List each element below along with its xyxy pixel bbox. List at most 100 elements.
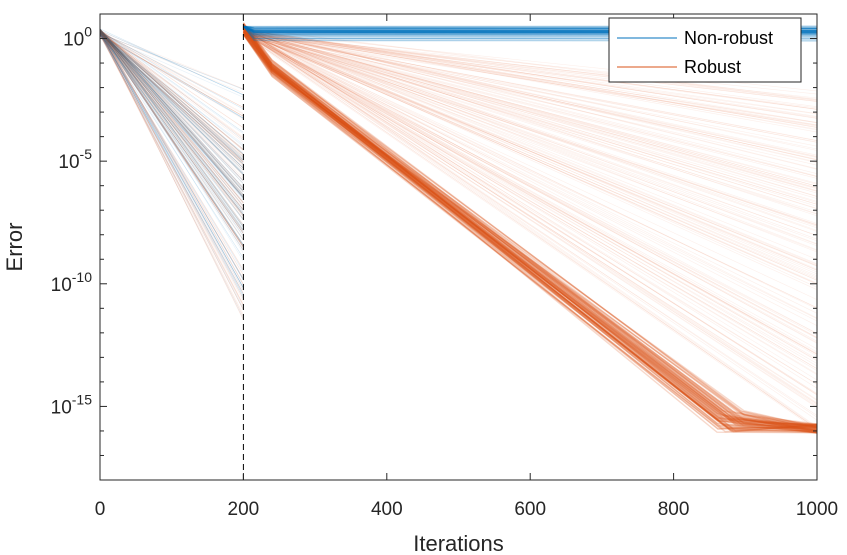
trace-robust-core xyxy=(242,25,818,428)
trace-robust xyxy=(243,34,818,338)
trace-robust xyxy=(243,30,818,130)
trace-phase-one xyxy=(99,33,244,154)
trace-robust xyxy=(243,27,818,101)
trace-phase-one-core xyxy=(99,28,244,216)
trace-robust-core xyxy=(242,26,818,426)
trace-robust-core xyxy=(242,33,818,434)
trace-phase-one xyxy=(99,32,244,276)
robust-spread-traces xyxy=(242,22,818,436)
trace-robust xyxy=(243,28,818,275)
trace-robust xyxy=(243,31,818,267)
trace-phase-one xyxy=(99,31,244,110)
trace-robust xyxy=(243,31,818,126)
trace-robust xyxy=(243,32,818,408)
trace-robust xyxy=(243,30,818,371)
trace-phase-one xyxy=(99,31,244,286)
trace-phase-one xyxy=(99,33,244,174)
trace-phase-one xyxy=(99,34,244,146)
trace-robust xyxy=(243,27,818,265)
trace-robust xyxy=(243,27,818,344)
trace-robust xyxy=(243,29,818,273)
trace-phase-one xyxy=(99,29,244,129)
trace-robust xyxy=(243,31,818,285)
trace-robust xyxy=(243,28,818,396)
trace-robust xyxy=(243,31,818,150)
trace-phase-one xyxy=(99,30,244,174)
trace-phase-one xyxy=(99,35,244,306)
trace-robust xyxy=(243,30,818,277)
trace-robust-core xyxy=(242,23,818,433)
trace-robust xyxy=(243,32,818,110)
trace-robust-core xyxy=(242,26,818,426)
trace-robust-core xyxy=(242,27,818,428)
trace-robust xyxy=(243,28,818,406)
trace-phase-one xyxy=(99,30,244,202)
trace-phase-one-core xyxy=(99,31,244,161)
trace-phase-one xyxy=(99,30,244,167)
trace-robust-core xyxy=(242,27,818,429)
trace-robust xyxy=(243,30,818,435)
trace-phase-one xyxy=(99,30,244,141)
trace-phase-one xyxy=(99,32,244,203)
trace-phase-one-core xyxy=(99,29,244,226)
trace-robust-core xyxy=(242,27,818,432)
trace-robust xyxy=(243,29,818,232)
trace-robust xyxy=(243,34,818,126)
trace-phase-one-core xyxy=(99,30,244,175)
trace-phase-one-core xyxy=(99,33,244,232)
trace-phase-one xyxy=(99,34,244,209)
trace-phase-one xyxy=(99,35,244,237)
trace-robust xyxy=(243,29,818,253)
trace-phase-one xyxy=(99,35,244,295)
trace-phase-one xyxy=(99,34,244,300)
trace-robust xyxy=(243,32,818,177)
trace-robust xyxy=(243,28,818,260)
trace-robust xyxy=(243,32,818,336)
trace-robust xyxy=(243,29,818,431)
trace-robust xyxy=(243,29,818,158)
trace-phase-one xyxy=(99,32,244,207)
trace-robust-core xyxy=(242,26,818,434)
trace-robust xyxy=(243,28,818,278)
trace-phase-one xyxy=(99,32,244,292)
trace-robust xyxy=(243,28,818,395)
trace-robust xyxy=(243,33,818,215)
trace-robust-core xyxy=(242,27,818,429)
trace-phase-one xyxy=(99,31,244,320)
trace-phase-one xyxy=(99,34,244,108)
trace-robust-core xyxy=(242,25,818,434)
trace-robust xyxy=(243,31,818,189)
trace-robust xyxy=(243,31,818,209)
trace-phase-one xyxy=(99,31,244,169)
trace-robust xyxy=(243,27,818,217)
trace-phase-one xyxy=(99,34,244,98)
trace-robust-core xyxy=(242,24,818,429)
trace-robust xyxy=(243,30,818,197)
trace-robust xyxy=(243,33,818,432)
trace-robust xyxy=(243,31,818,350)
trace-robust-core xyxy=(242,27,818,431)
trace-robust xyxy=(243,29,818,310)
trace-robust-core xyxy=(242,27,818,430)
x-tick-label: 600 xyxy=(514,499,546,520)
trace-phase-one xyxy=(99,30,244,248)
trace-robust-core xyxy=(242,22,818,430)
trace-robust xyxy=(243,34,818,226)
trace-phase-one xyxy=(99,30,244,281)
trace-robust xyxy=(243,31,818,394)
trace-robust xyxy=(243,29,818,290)
trace-robust xyxy=(243,30,818,421)
trace-phase-one-core xyxy=(99,31,244,234)
trace-robust xyxy=(243,30,818,107)
y-tick-label: 10-5 xyxy=(58,146,92,173)
trace-robust xyxy=(243,29,818,251)
trace-robust xyxy=(243,29,818,161)
trace-phase-one xyxy=(99,31,244,248)
trace-phase-one-core xyxy=(99,31,244,171)
trace-phase-one xyxy=(99,33,244,273)
trace-robust xyxy=(243,32,818,100)
legend: Non-robust Robust xyxy=(608,17,802,83)
trace-robust xyxy=(243,34,818,109)
trace-phase-one xyxy=(99,30,244,245)
trace-robust-core xyxy=(242,23,818,426)
